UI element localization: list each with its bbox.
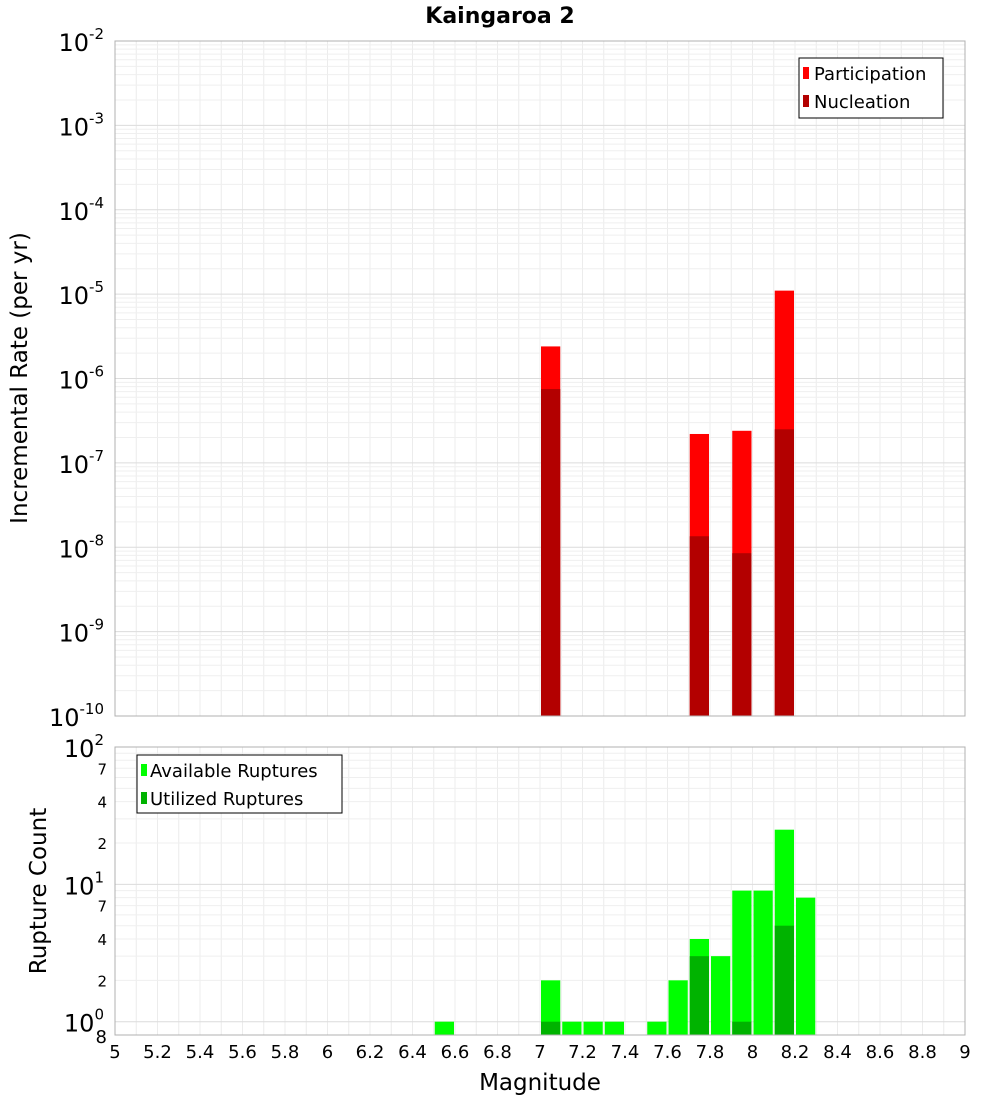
rate-y-tick-label: 10-4 — [58, 194, 104, 226]
count-bar-a-7_55 — [647, 1021, 667, 1035]
rate-bar-b-7_05 — [541, 389, 561, 716]
count-bar-b-7_95 — [732, 1021, 752, 1035]
count-bar-b-8_15 — [774, 925, 794, 1035]
count-y-tick-label: 101 — [64, 868, 104, 900]
count-plot-border — [114, 746, 966, 1036]
count-bar-a-7_65 — [668, 980, 688, 1035]
rate-bar-b-7_75 — [689, 536, 709, 716]
rate-panel: 10-2 10-3 10-4 10-5 10-6 10-7 10-8 10-9 10-10 In… — [7, 25, 966, 732]
rate-legend-box — [798, 57, 944, 119]
count-bar-a-8_05 — [753, 890, 773, 1035]
x-tick-label: 6.8 — [483, 1042, 512, 1063]
x-tick-label: 8.4 — [823, 1042, 852, 1063]
count-y-minor-tick-label: 2 — [97, 972, 107, 990]
rate-y-tick-label: 10-9 — [58, 616, 104, 648]
count-bar-a-7_35 — [604, 1021, 624, 1035]
count-bar-b-7_75 — [689, 956, 709, 1035]
rate-bar-b-8_15 — [774, 429, 794, 716]
x-tick-label: 9 — [959, 1042, 970, 1063]
rate-plot-border — [114, 40, 966, 717]
count-bars — [434, 829, 816, 1035]
count-bar-a-7_05 — [541, 980, 561, 1035]
x-tick-label: 6.2 — [356, 1042, 385, 1063]
count-legend-box — [136, 754, 343, 814]
available-legend-label: Available Ruptures — [150, 761, 318, 782]
x-tick-label: 8.6 — [866, 1042, 895, 1063]
rate-y-tick-label: 10-7 — [58, 447, 104, 479]
rate-y-ticks: 10-2 10-3 10-4 10-5 10-6 10-7 10-8 10-9 10-10 — [49, 25, 104, 732]
rate-grid — [115, 41, 965, 717]
chart-title: Kaingaroa 2 — [425, 4, 574, 29]
count-bar-b-7_05 — [541, 1021, 561, 1035]
x-axis-title: Magnitude — [479, 1070, 601, 1096]
count-y-minor-tick-label: 2 — [97, 835, 107, 853]
count-y-minor-tick-label: 4 — [97, 931, 107, 949]
count-y-ticks: 102 101 100 7 4 2 7 4 2 8 — [64, 731, 107, 1048]
count-y-minor-tick-label: 7 — [97, 760, 107, 778]
x-tick-label: 7.4 — [611, 1042, 640, 1063]
rate-y-tick-label: 10-5 — [58, 278, 104, 310]
utilized-legend-label: Utilized Ruptures — [150, 789, 303, 810]
x-tick-label: 7.8 — [696, 1042, 725, 1063]
x-tick-label: 6.4 — [398, 1042, 427, 1063]
count-y-minor-tick-label: 8 — [96, 1027, 107, 1048]
rate-y-tick-label: 10-3 — [58, 109, 104, 141]
count-bar-a-7_95 — [732, 890, 752, 1035]
x-tick-label: 5.8 — [271, 1042, 300, 1063]
rate-bar-b-7_95 — [732, 553, 752, 716]
available-legend-swatch — [141, 764, 147, 776]
x-tick-label: 5.4 — [186, 1042, 215, 1063]
count-y-minor-tick-label: 7 — [97, 898, 107, 916]
x-tick-label: 6.6 — [441, 1042, 470, 1063]
count-y-tick-label: 102 — [64, 731, 104, 763]
x-tick-label: 8 — [747, 1042, 758, 1063]
x-tick-label: 7.6 — [653, 1042, 682, 1063]
count-bar-a-6_55 — [434, 1021, 454, 1035]
count-bar-a-7_15 — [562, 1021, 582, 1035]
utilized-legend-swatch — [141, 792, 147, 804]
x-tick-label: 6 — [322, 1042, 333, 1063]
nucleation-legend-swatch — [803, 95, 809, 107]
x-ticks: 5 5.2 5.4 5.6 5.8 6 6.2 6.4 6.6 6.8 7 7.2 7.4 7.6 7.8 8… — [109, 1042, 970, 1063]
nucleation-legend-label: Nucleation — [814, 92, 910, 113]
count-y-tick-label: 100 — [64, 1006, 104, 1038]
rate-y-axis-title: Incremental Rate (per yr) — [7, 232, 33, 524]
x-tick-label: 7 — [534, 1042, 545, 1063]
rate-y-tick-label: 10-10 — [49, 700, 104, 732]
count-y-minor-tick-label: 4 — [97, 794, 107, 812]
rate-y-tick-label: 10-6 — [58, 363, 104, 395]
rate-y-tick-label: 10-2 — [58, 25, 104, 57]
participation-legend-label: Participation — [814, 64, 926, 85]
rate-y-tick-label: 10-8 — [58, 531, 104, 563]
x-tick-label: 5 — [109, 1042, 120, 1063]
count-y-axis-title: Rupture Count — [26, 808, 52, 974]
x-tick-label: 8.8 — [908, 1042, 937, 1063]
participation-legend-swatch — [803, 67, 809, 79]
rate-bars — [541, 290, 794, 716]
count-panel: 102 101 100 7 4 2 7 4 2 8 5 5.2 5.4 5.6 5.8 6 6.2 6.4 6.6… — [26, 731, 971, 1096]
x-tick-label: 8.2 — [781, 1042, 810, 1063]
x-tick-label: 5.6 — [228, 1042, 257, 1063]
x-tick-label: 7.2 — [568, 1042, 597, 1063]
count-bar-a-8_25 — [796, 897, 816, 1035]
count-legend: Available Ruptures Utilized Ruptures — [136, 754, 343, 814]
count-bar-a-7_85 — [711, 956, 731, 1035]
count-bar-a-7_25 — [583, 1021, 603, 1035]
rate-legend: Participation Nucleation — [798, 57, 944, 119]
x-tick-label: 5.2 — [143, 1042, 172, 1063]
